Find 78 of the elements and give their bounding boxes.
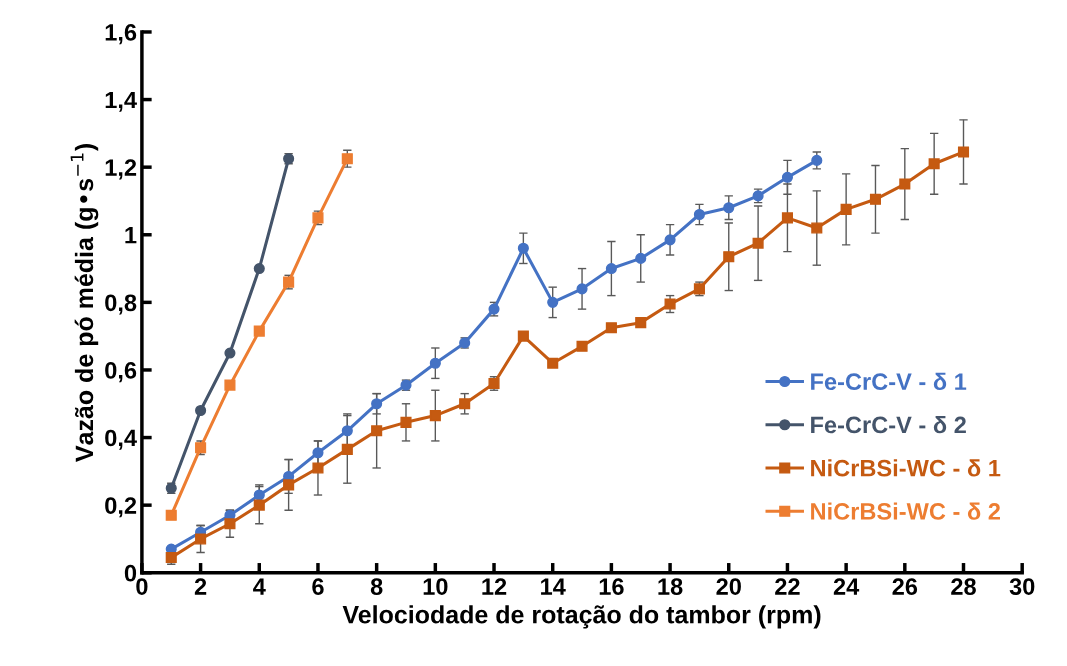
point bbox=[195, 533, 207, 545]
y-tick-label: 1,6 bbox=[105, 24, 137, 45]
point bbox=[165, 509, 177, 521]
point bbox=[723, 251, 735, 263]
point bbox=[928, 158, 940, 170]
x-tick-label: 16 bbox=[599, 578, 624, 595]
y-tick-label: 0,2 bbox=[105, 497, 137, 518]
y-tick-label: 1 bbox=[125, 227, 137, 244]
x-tick-label: 26 bbox=[892, 578, 918, 595]
y-tick-label: 1,4 bbox=[105, 91, 137, 112]
x-tick-label: 6 bbox=[312, 578, 324, 595]
point bbox=[605, 263, 617, 275]
point bbox=[224, 379, 236, 391]
x-tick-label: 28 bbox=[951, 578, 976, 595]
legend-label: NiCrBSi-WC - δ 1 bbox=[811, 459, 1001, 477]
point bbox=[283, 479, 295, 491]
point bbox=[459, 398, 471, 410]
y-tick-label: 0 bbox=[124, 564, 137, 582]
point bbox=[547, 296, 559, 308]
y-tick-label: 0,6 bbox=[105, 362, 137, 383]
point bbox=[635, 252, 647, 264]
point bbox=[811, 222, 823, 234]
y-tick-label: 1,2 bbox=[105, 159, 137, 180]
point bbox=[312, 462, 324, 474]
point bbox=[752, 237, 764, 249]
point bbox=[341, 153, 353, 165]
point bbox=[664, 234, 676, 246]
x-tick-label: 20 bbox=[716, 578, 741, 595]
x-tick-label: 8 bbox=[370, 578, 383, 595]
x-tick-label: 30 bbox=[1009, 578, 1035, 595]
legend-label: Fe-CrC-V - δ 2 bbox=[811, 415, 966, 434]
x-tick-label: 10 bbox=[423, 578, 448, 595]
point bbox=[253, 263, 265, 275]
x-tick-label: 0 bbox=[136, 578, 148, 595]
legend-label: Fe-CrC-V - δ 1 bbox=[811, 372, 967, 391]
point bbox=[400, 416, 412, 428]
point bbox=[371, 398, 383, 410]
y-tick-label: 0,8 bbox=[105, 294, 137, 315]
point bbox=[840, 203, 852, 215]
point bbox=[341, 443, 353, 455]
point bbox=[723, 202, 735, 214]
point bbox=[869, 193, 882, 205]
point bbox=[957, 146, 970, 158]
point bbox=[781, 212, 794, 224]
point bbox=[576, 283, 588, 295]
point bbox=[224, 347, 236, 359]
point bbox=[429, 357, 441, 369]
x-axis-title: Velociodade de rotação do tambor (rpm) bbox=[342, 605, 821, 629]
x-tick-label: 14 bbox=[541, 578, 566, 595]
point bbox=[547, 357, 559, 369]
x-tick-label: 18 bbox=[658, 578, 683, 595]
x-tick-label: 22 bbox=[775, 578, 800, 595]
point bbox=[195, 404, 207, 417]
point bbox=[517, 242, 529, 254]
point bbox=[517, 330, 529, 342]
point bbox=[664, 298, 676, 310]
x-tick-label: 2 bbox=[194, 578, 207, 595]
y-axis-title: Vazão de pó média (g•s$^{−1}$) bbox=[70, 144, 99, 462]
x-tick-label: 4 bbox=[253, 578, 266, 595]
point bbox=[781, 171, 794, 183]
y-tick-label: 0,4 bbox=[105, 429, 137, 450]
point bbox=[371, 425, 383, 437]
legend-label: NiCrBSi-WC - δ 2 bbox=[811, 502, 1000, 520]
point bbox=[253, 499, 265, 511]
point bbox=[253, 489, 265, 501]
point bbox=[693, 208, 705, 221]
point bbox=[576, 340, 588, 352]
point bbox=[605, 322, 617, 334]
point bbox=[341, 425, 353, 437]
point bbox=[253, 325, 265, 337]
x-tick-label: 12 bbox=[482, 578, 507, 595]
point bbox=[224, 518, 236, 530]
point bbox=[429, 410, 441, 422]
point bbox=[635, 317, 647, 329]
point bbox=[811, 154, 823, 166]
x-tick-label: 24 bbox=[833, 578, 860, 595]
point bbox=[312, 447, 324, 459]
point bbox=[899, 178, 911, 190]
